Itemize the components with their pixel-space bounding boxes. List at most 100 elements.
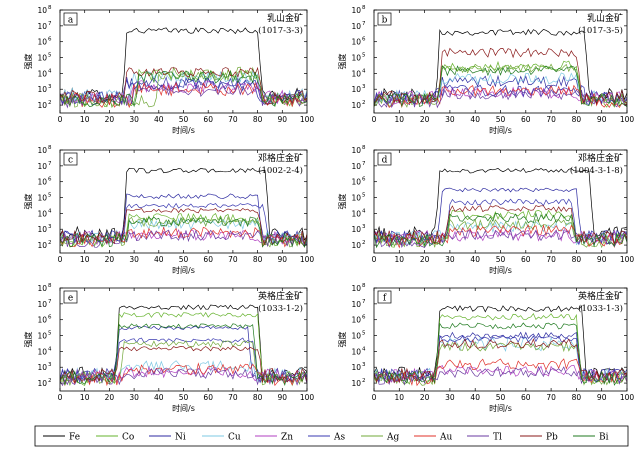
x-tick-label: 40	[154, 255, 164, 264]
series-Pb	[60, 345, 307, 384]
panel-title: 邓格庄金矿	[578, 152, 623, 164]
y-tick-label: 10	[37, 332, 47, 341]
panel-title: 英格庄金矿	[258, 290, 303, 302]
y-axis-label: 强度	[337, 54, 347, 70]
series-Bi	[60, 216, 307, 248]
y-tick-label: 10	[351, 225, 361, 234]
x-tick-label: 30	[445, 115, 455, 124]
x-tick-label: 100	[620, 255, 635, 264]
x-tick-label: 70	[546, 255, 556, 264]
y-tick-label: 10	[37, 284, 47, 293]
y-tick-label: 10	[351, 69, 361, 78]
panel-letter: a	[68, 16, 74, 26]
x-tick-label: 10	[395, 255, 405, 264]
y-tick-label: 10	[37, 54, 47, 63]
legend-item-Co: Co	[96, 433, 134, 443]
y-tick-exponent: 6	[362, 315, 366, 321]
x-tick-label: 0	[372, 255, 377, 264]
x-tick-label: 0	[372, 115, 377, 124]
panel-title: 邓格庄金矿	[258, 152, 303, 164]
panel-sample-id: (1033-1-2)	[258, 303, 303, 314]
y-tick-exponent: 6	[362, 37, 366, 43]
y-tick-label: 10	[351, 209, 361, 218]
y-tick-label: 10	[37, 146, 47, 155]
y-tick-exponent: 8	[362, 283, 366, 289]
panel-letter-box	[63, 152, 78, 166]
x-tick-label: 90	[597, 115, 607, 124]
y-tick-label: 10	[351, 347, 361, 356]
x-tick-label: 90	[278, 255, 288, 264]
panel-letter-box	[377, 12, 392, 26]
series-Pb	[374, 338, 627, 384]
x-tick-label: 90	[597, 255, 607, 264]
y-tick-label: 10	[351, 363, 361, 372]
series-Bi	[374, 322, 627, 386]
x-tick-label: 10	[80, 393, 90, 402]
y-tick-exponent: 3	[48, 362, 52, 368]
y-tick-label: 10	[351, 316, 361, 325]
x-tick-label: 10	[395, 393, 405, 402]
series-group	[60, 27, 307, 109]
panel-letter: f	[383, 294, 387, 304]
x-tick-label: 60	[203, 255, 213, 264]
y-tick-exponent: 4	[362, 208, 366, 214]
x-tick-label: 90	[597, 393, 607, 402]
legend-item-Ag: Ag	[361, 433, 399, 443]
y-tick-label: 10	[351, 162, 361, 171]
y-tick-exponent: 6	[48, 177, 52, 183]
legend-item-Cu: Cu	[202, 433, 241, 443]
y-tick-label: 10	[37, 379, 47, 388]
y-tick-label: 10	[351, 38, 361, 47]
y-tick-label: 10	[37, 101, 47, 110]
x-tick-label: 20	[105, 115, 115, 124]
series-Tl	[60, 84, 307, 109]
y-axis-label: 强度	[337, 332, 347, 348]
y-tick-label: 10	[351, 178, 361, 187]
x-tick-label: 10	[80, 115, 90, 124]
x-tick-label: 90	[278, 115, 288, 124]
x-axis-label: 时间/s	[489, 125, 512, 135]
legend-item-Bi: Bi	[573, 433, 609, 443]
y-tick-exponent: 8	[48, 5, 52, 11]
y-tick-exponent: 2	[362, 100, 366, 106]
y-tick-exponent: 7	[362, 299, 366, 305]
y-tick-exponent: 8	[362, 145, 366, 151]
panel-sample-id: (1002-2-4)	[258, 165, 303, 176]
y-tick-label: 10	[37, 162, 47, 171]
x-tick-label: 30	[129, 255, 139, 264]
y-tick-label: 10	[351, 332, 361, 341]
legend-frame	[34, 425, 629, 447]
y-tick-label: 10	[37, 225, 47, 234]
y-tick-label: 10	[351, 300, 361, 309]
x-tick-label: 60	[521, 393, 531, 402]
y-tick-exponent: 7	[48, 161, 52, 167]
x-tick-label: 60	[521, 115, 531, 124]
x-axis-label: 时间/s	[489, 265, 512, 275]
legend-label: Pb	[546, 433, 558, 443]
series-group	[374, 304, 627, 387]
y-tick-exponent: 7	[362, 161, 366, 167]
y-tick-exponent: 6	[48, 315, 52, 321]
x-tick-label: 50	[496, 255, 506, 264]
series-group	[60, 167, 307, 248]
legend-label: Ag	[386, 433, 399, 443]
y-tick-label: 10	[37, 363, 47, 372]
series-Tl	[60, 367, 307, 387]
x-tick-label: 20	[420, 393, 430, 402]
x-tick-label: 10	[395, 115, 405, 124]
series-group	[374, 167, 627, 249]
series-Ni	[374, 331, 627, 383]
x-tick-label: 0	[58, 115, 63, 124]
panel-letter: c	[68, 156, 73, 166]
x-tick-label: 100	[620, 115, 635, 124]
panel-letter: b	[382, 16, 388, 26]
x-tick-label: 50	[496, 115, 506, 124]
x-tick-label: 100	[300, 255, 315, 264]
y-tick-label: 10	[351, 284, 361, 293]
panel-letter-box	[377, 290, 392, 304]
x-tick-label: 80	[572, 393, 582, 402]
